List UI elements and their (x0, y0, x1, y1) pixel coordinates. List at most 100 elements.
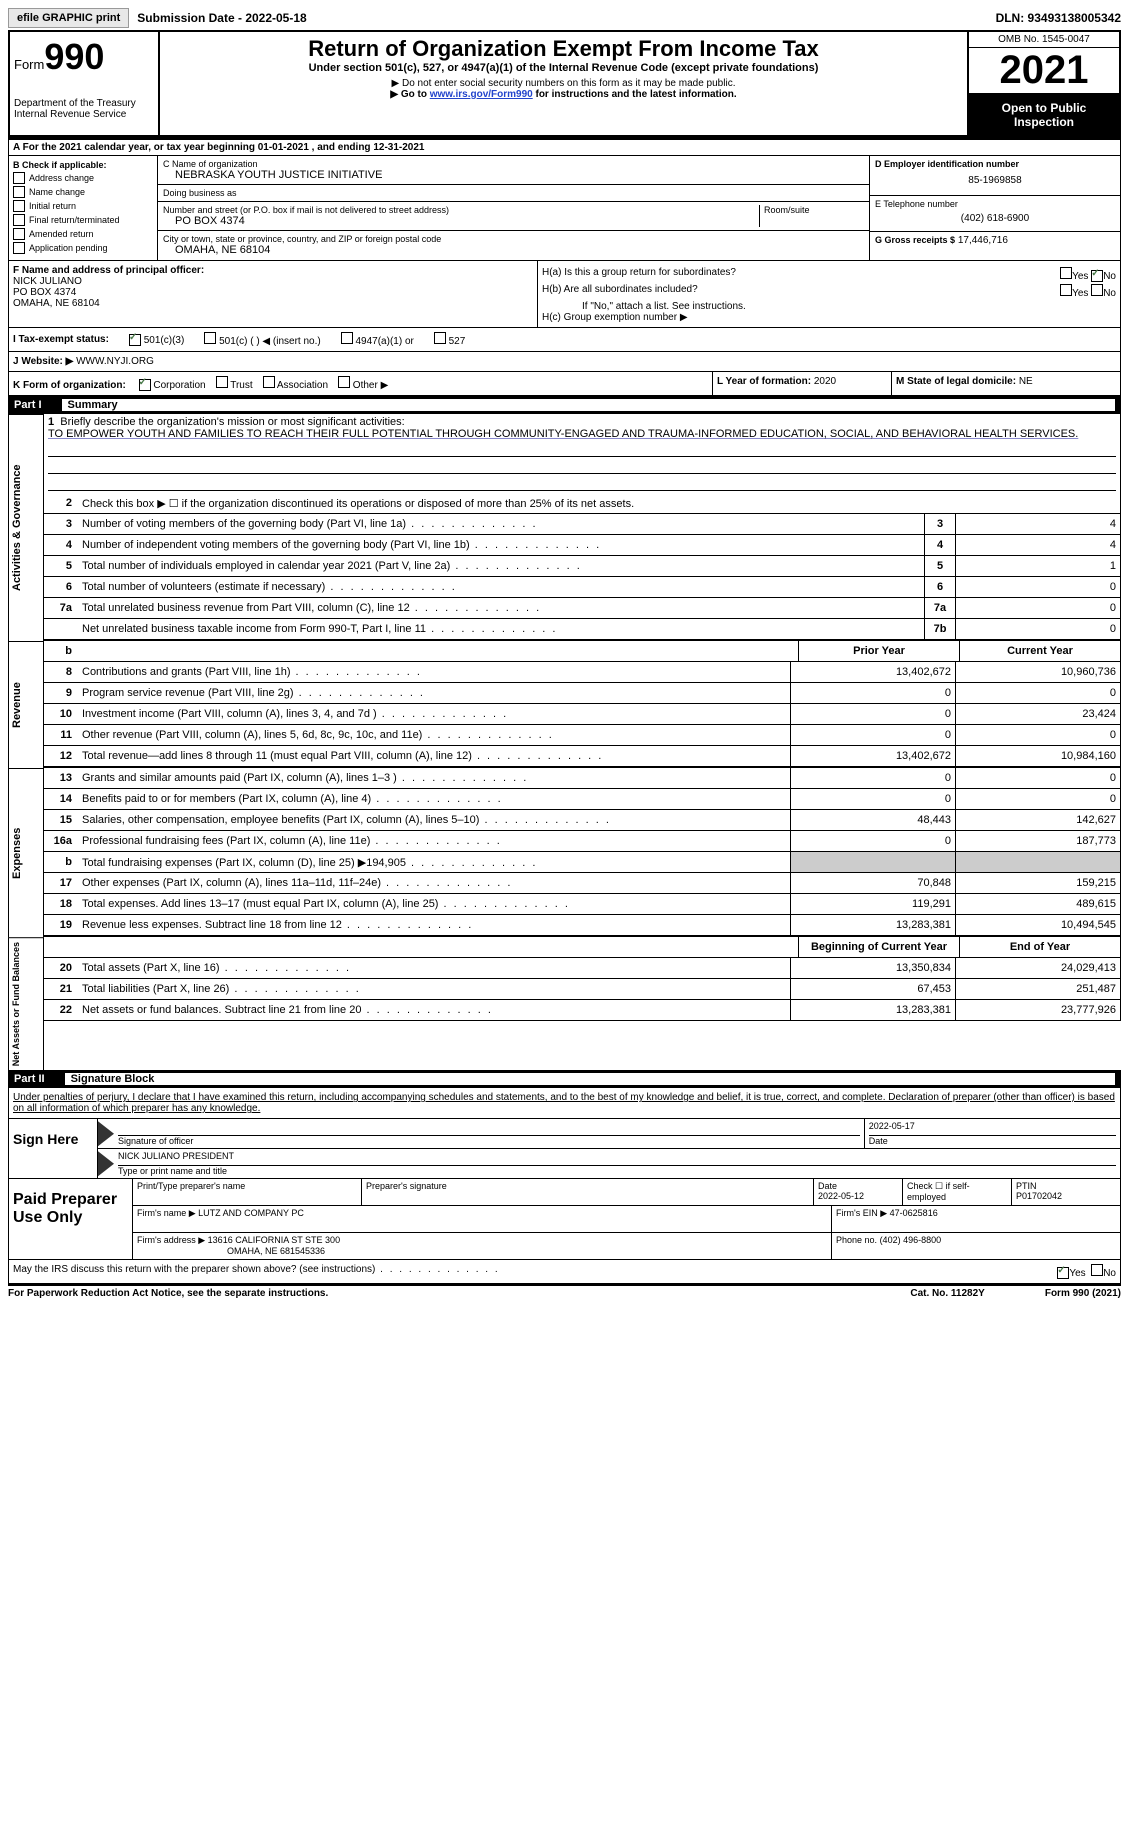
rev-line-text: Total revenue—add lines 8 through 11 (mu… (78, 748, 790, 764)
arrow-icon (98, 1121, 114, 1146)
hb-no-checkbox[interactable] (1091, 284, 1103, 296)
exp-prior: 0 (790, 768, 955, 788)
527-checkbox[interactable] (434, 332, 446, 344)
firm-name: LUTZ AND COMPANY PC (198, 1208, 304, 1218)
rev-line-text: Contributions and grants (Part VIII, lin… (78, 664, 790, 680)
org-type-checkbox[interactable] (216, 376, 228, 388)
checkbox-initial-return[interactable] (13, 200, 25, 212)
hb-note: If "No," attach a list. See instructions… (542, 301, 1116, 312)
irs-yes-checkbox[interactable] (1057, 1267, 1069, 1279)
checkbox-amended-return[interactable] (13, 228, 25, 240)
dba-label: Doing business as (163, 188, 864, 198)
part1-header: Part I Summary (8, 396, 1121, 414)
rev-curr: 10,984,160 (955, 746, 1120, 766)
org-type-checkbox[interactable] (338, 376, 350, 388)
ha-label: H(a) Is this a group return for subordin… (542, 267, 736, 282)
officer-addr1: PO BOX 4374 (13, 287, 533, 298)
rev-line-text: Program service revenue (Part VIII, line… (78, 685, 790, 701)
irs-no-checkbox[interactable] (1091, 1264, 1103, 1276)
yes-label: Yes (1069, 1268, 1085, 1279)
line7b-text: Net unrelated business taxable income fr… (78, 621, 924, 637)
hc-label: H(c) Group exemption number ▶ (542, 312, 1116, 323)
prep-sig-label: Preparer's signature (362, 1179, 814, 1205)
line4-val: 4 (955, 535, 1120, 555)
exp-prior: 48,443 (790, 810, 955, 830)
state-domicile-label: M State of legal domicile: (896, 376, 1016, 387)
form-footer: Form 990 (2021) (1045, 1288, 1121, 1299)
form-org-label: K Form of organization: (13, 380, 126, 391)
exp-curr: 159,215 (955, 873, 1120, 893)
opt-label: Final return/terminated (29, 215, 120, 225)
summary-netassets: Net Assets or Fund Balances Beginning of… (8, 937, 1121, 1070)
irs-link[interactable]: www.irs.gov/Form990 (430, 89, 533, 100)
yes-label: Yes (1072, 288, 1088, 299)
part2-header: Part II Signature Block (8, 1070, 1121, 1088)
4947-checkbox[interactable] (341, 332, 353, 344)
paperwork-footer: For Paperwork Reduction Act Notice, see … (8, 1284, 1121, 1299)
org-type-checkbox[interactable] (139, 379, 151, 391)
501c3-checkbox[interactable] (129, 334, 141, 346)
501c-checkbox[interactable] (204, 332, 216, 344)
form-header: Form990 Department of the Treasury Inter… (8, 30, 1121, 139)
part1-title: Summary (62, 399, 1115, 411)
tax-year: 2021 (969, 48, 1119, 95)
org-type-label: Corporation (153, 380, 205, 391)
exp-prior: 119,291 (790, 894, 955, 914)
org-name-label: C Name of organization (163, 159, 864, 169)
summary-expenses: Expenses 13Grants and similar amounts pa… (8, 768, 1121, 937)
line7a-box: 7a (924, 598, 955, 618)
tax-status-label: I Tax-exempt status: (13, 334, 109, 345)
firm-addr: 13616 CALIFORNIA ST STE 300 (208, 1235, 340, 1245)
row-klm: K Form of organization: Corporation Trus… (8, 372, 1121, 396)
dln: DLN: 93493138005342 (996, 11, 1121, 25)
firm-ein-label: Firm's EIN ▶ (836, 1208, 887, 1218)
officer-addr2: OMAHA, NE 68104 (13, 298, 533, 309)
checkbox-address-change[interactable] (13, 172, 25, 184)
year-formation-label: L Year of formation: (717, 376, 811, 387)
ha-no-checkbox[interactable] (1091, 270, 1103, 282)
line6-box: 6 (924, 577, 955, 597)
yes-label: Yes (1072, 271, 1088, 282)
row-fgh: F Name and address of principal officer:… (8, 261, 1121, 328)
rev-curr: 0 (955, 725, 1120, 745)
signature-section: Under penalties of perjury, I declare th… (8, 1088, 1121, 1284)
exp-curr: 10,494,545 (955, 915, 1120, 935)
checkbox-final-return-terminated[interactable] (13, 214, 25, 226)
checkbox-name-change[interactable] (13, 186, 25, 198)
sig-date: 2022-05-17 (869, 1121, 1116, 1136)
firm-addr-label: Firm's address ▶ (137, 1235, 205, 1245)
rev-curr: 10,960,736 (955, 662, 1120, 682)
net-line-text: Net assets or fund balances. Subtract li… (78, 1002, 790, 1018)
hb-yes-checkbox[interactable] (1060, 284, 1072, 296)
city-label: City or town, state or province, country… (163, 234, 864, 244)
current-year-header: Current Year (959, 641, 1120, 661)
form-number: 990 (44, 36, 104, 77)
exp-line-text: Revenue less expenses. Subtract line 18 … (78, 917, 790, 933)
mission-q: Briefly describe the organization's miss… (60, 416, 404, 428)
info-grid: B Check if applicable: Address changeNam… (8, 156, 1121, 261)
org-type-checkbox[interactable] (263, 376, 275, 388)
exp-line-text: Professional fundraising fees (Part IX, … (78, 833, 790, 849)
line7b-val: 0 (955, 619, 1120, 639)
org-type-label: Other ▶ (353, 380, 388, 391)
form-title: Return of Organization Exempt From Incom… (164, 36, 963, 62)
gross-receipts: 17,446,716 (958, 235, 1008, 246)
city-state-zip: OMAHA, NE 68104 (163, 244, 864, 256)
phone: (402) 618-6900 (875, 209, 1115, 228)
side-governance: Activities & Governance (8, 414, 44, 641)
ha-yes-checkbox[interactable] (1060, 267, 1072, 279)
line5-val: 1 (955, 556, 1120, 576)
print-button[interactable]: efile GRAPHIC print (8, 8, 129, 28)
summary-revenue: Revenue bPrior YearCurrent Year 8Contrib… (8, 641, 1121, 768)
org-type-label: Association (277, 380, 328, 391)
sig-date-label: Date (869, 1136, 1116, 1146)
checkbox-application-pending[interactable] (13, 242, 25, 254)
top-bar: efile GRAPHIC print Submission Date - 20… (8, 8, 1121, 28)
exp-curr: 489,615 (955, 894, 1120, 914)
cat-number: Cat. No. 11282Y (910, 1288, 984, 1299)
summary-governance: Activities & Governance 1 Briefly descri… (8, 414, 1121, 641)
website-value: WWW.NYJI.ORG (76, 356, 154, 367)
hb-label: H(b) Are all subordinates included? (542, 284, 698, 299)
opt-label: Address change (29, 173, 94, 183)
net-prior: 13,283,381 (790, 1000, 955, 1020)
